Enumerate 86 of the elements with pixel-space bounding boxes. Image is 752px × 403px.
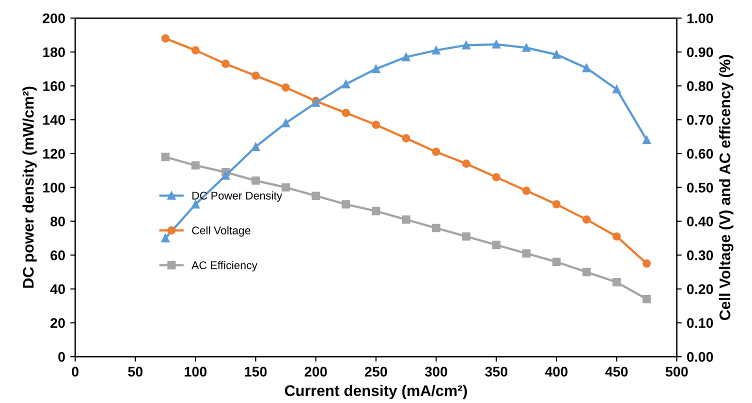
x-tick-label: 150 <box>244 366 267 377</box>
point <box>282 118 290 128</box>
y2-tick-label: 0.70 <box>687 115 713 125</box>
x-tick-label: 450 <box>605 366 628 377</box>
y-tick-label: 180 <box>43 47 65 58</box>
y2-tick-label: 0.80 <box>687 81 713 92</box>
y2-tick-label: 0.20 <box>687 284 713 294</box>
point <box>432 46 440 54</box>
point <box>492 240 500 250</box>
y-axis-title: DC power density (mW/cm²) <box>22 86 37 288</box>
x-tick-label: 50 <box>128 366 143 377</box>
y-tick-label: 200 <box>42 13 65 24</box>
y-tick-label: 0 <box>58 352 65 362</box>
point <box>642 259 651 268</box>
y2-tick-label: 1.00 <box>687 13 713 24</box>
point <box>161 152 170 162</box>
point <box>492 173 500 182</box>
x-tick-label: 500 <box>666 366 688 377</box>
point <box>642 294 651 304</box>
point <box>402 215 410 224</box>
point <box>492 40 500 49</box>
y2-tick-label: 0.90 <box>687 47 713 58</box>
point <box>612 278 621 286</box>
point <box>612 232 621 241</box>
y-tick-label: 140 <box>43 115 65 125</box>
point <box>522 186 531 195</box>
y-tick-label: 80 <box>50 216 65 226</box>
y-tick-label: 40 <box>50 284 65 294</box>
point <box>462 232 470 241</box>
legend-label: Cell Voltage <box>192 226 250 237</box>
point <box>612 85 621 94</box>
y-tick-label: 120 <box>43 148 65 159</box>
y2-tick-label: 0.60 <box>687 148 713 159</box>
point <box>161 34 170 43</box>
point <box>462 160 470 168</box>
x-tick-label: 300 <box>424 366 448 377</box>
legend-label: AC Efficiency <box>192 261 258 272</box>
y-tick-label: 160 <box>43 81 65 92</box>
y2-tick-label: 0.40 <box>687 216 713 226</box>
point <box>372 64 380 74</box>
point <box>191 46 200 54</box>
point <box>372 120 380 129</box>
x-tick-label: 350 <box>485 366 508 377</box>
point <box>312 192 320 200</box>
point <box>161 234 170 242</box>
x-axis-title: Current density (mA/cm²) <box>284 384 467 400</box>
point <box>432 224 440 232</box>
point <box>582 215 591 224</box>
y2-axis-title: Cell Voltage (V) and AC efficency (%) <box>719 54 734 320</box>
point <box>252 176 260 185</box>
point <box>282 83 290 92</box>
point <box>221 60 230 68</box>
y-tick-label: 20 <box>50 318 65 328</box>
point <box>372 206 380 216</box>
x-tick-label: 400 <box>545 366 568 377</box>
y2-tick-label: 0.30 <box>687 250 713 260</box>
point <box>342 108 350 118</box>
x-tick-label: 100 <box>184 366 207 377</box>
y2-tick-label: 0.00 <box>687 352 713 362</box>
point <box>582 268 591 276</box>
point <box>191 161 200 170</box>
x-tick-label: 0 <box>72 366 78 377</box>
y2-tick-label: 0.50 <box>687 182 713 193</box>
point <box>221 171 230 180</box>
point <box>462 41 470 50</box>
point <box>522 249 531 258</box>
point <box>402 134 410 142</box>
point <box>191 200 200 208</box>
point <box>552 258 561 266</box>
y-tick-label: 60 <box>50 250 65 260</box>
point <box>582 64 591 72</box>
point <box>282 183 290 192</box>
point <box>522 44 531 52</box>
x-tick-label: 250 <box>364 366 388 377</box>
y-tick-label: 100 <box>43 182 65 193</box>
point <box>252 142 260 151</box>
y2-tick-label: 0.10 <box>687 318 713 328</box>
point <box>252 72 260 80</box>
point <box>432 148 440 156</box>
point <box>342 200 350 208</box>
point <box>402 52 410 62</box>
point <box>642 136 651 144</box>
point <box>552 50 561 59</box>
point <box>342 80 350 88</box>
point <box>552 200 561 208</box>
x-tick-label: 200 <box>304 366 327 377</box>
